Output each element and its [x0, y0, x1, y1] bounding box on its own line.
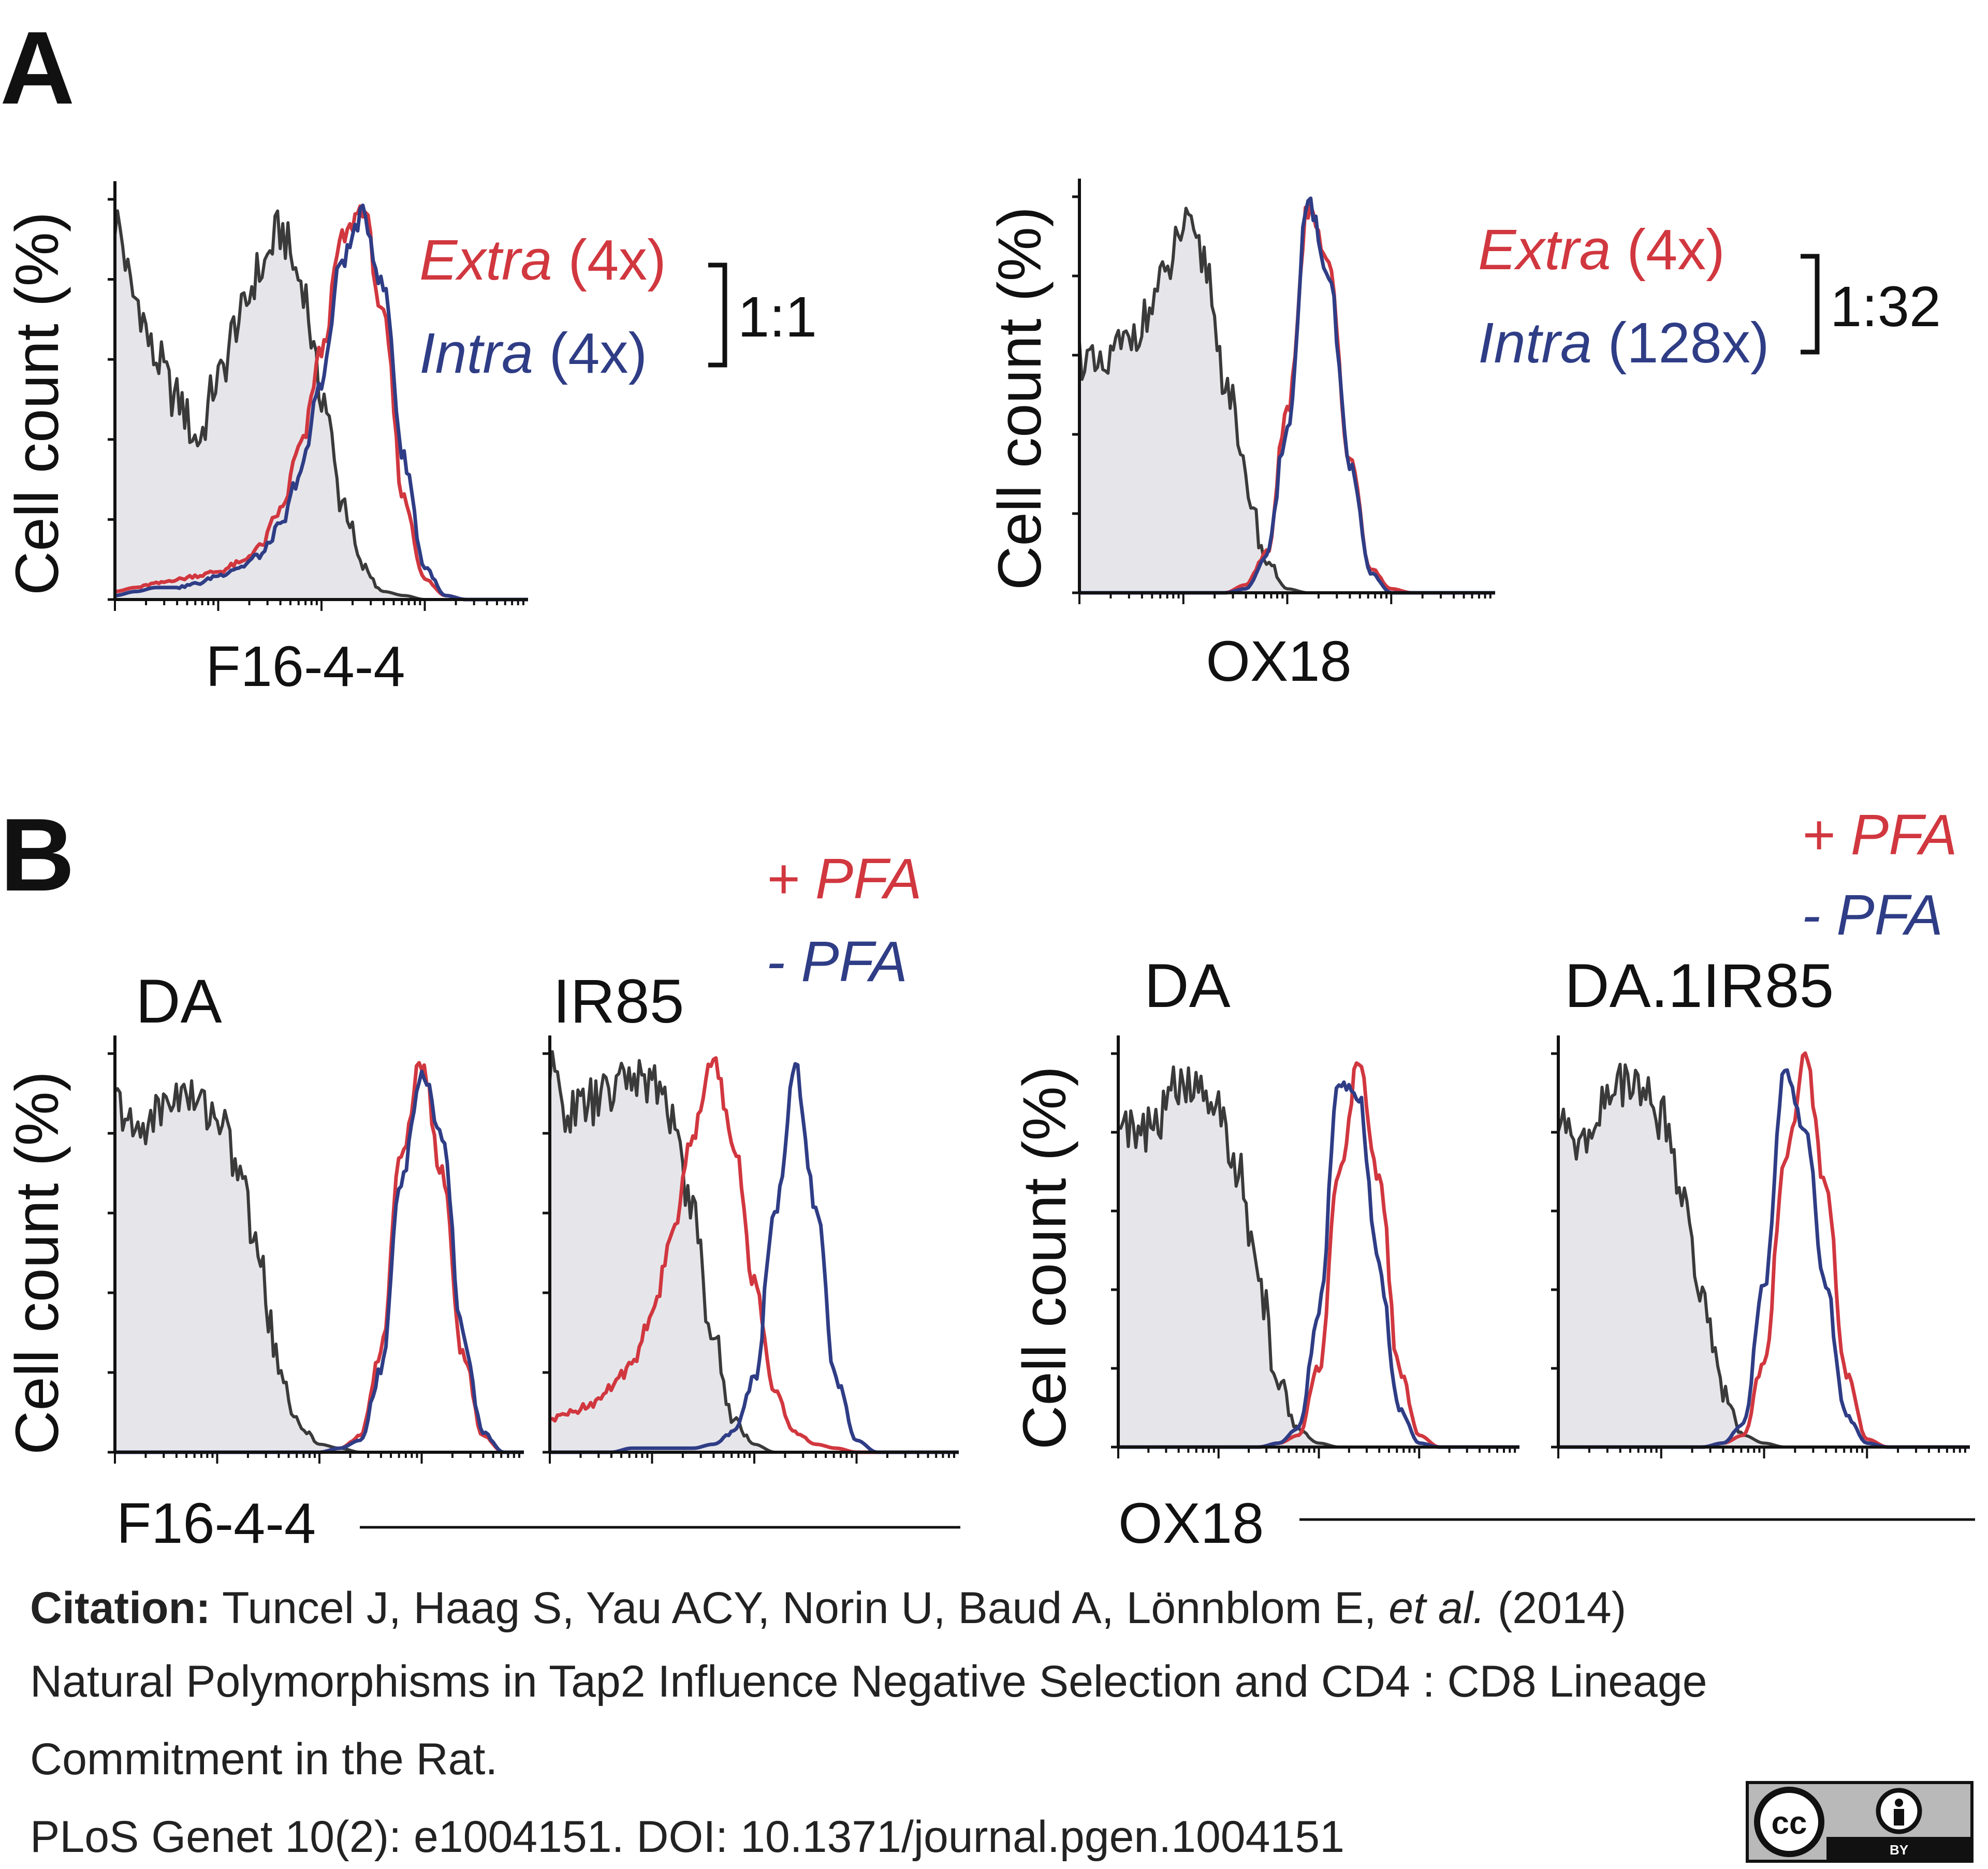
legend-a-left-extra-name: Extra — [419, 228, 552, 292]
ylabel-b-left: Cell count (%) — [3, 1071, 71, 1455]
citation-etal: et al. — [1388, 1583, 1485, 1633]
isotype-fill-2 — [115, 1080, 524, 1452]
citation-label: Citation: — [30, 1583, 211, 1633]
histogram-b-f16-ir85 — [543, 1035, 959, 1464]
xlabel-a-left: F16-4-4 — [206, 635, 405, 698]
legend-a-right: Extra (4x) Intra (128x) 1:32 — [1478, 218, 1941, 375]
histogram-b-f16-da — [108, 1035, 524, 1464]
ylabel-b-right: Cell count (%) — [1011, 1066, 1079, 1450]
legend-b-right-minus-pfa: - PFA — [1802, 883, 1943, 947]
legend-a-left-extra-dilution: (4x) — [568, 228, 666, 292]
isotype-fill-1 — [1079, 208, 1495, 593]
xlabel-b-left: F16-4-4 — [116, 1492, 316, 1555]
legend-a-right-extra: Extra (4x) — [1478, 218, 1725, 282]
legend-a-left-intra-name: Intra — [419, 322, 533, 385]
panel-letter-b: B — [0, 797, 75, 913]
citation-title-line-1: Natural Polymorphisms in Tap2 Influence … — [30, 1657, 1707, 1706]
histogram-a-ox18 — [1072, 179, 1495, 604]
legend-a-right-intra-dilution: (128x) — [1608, 311, 1770, 375]
isotype-fill-0 — [115, 211, 528, 600]
legend-a-right-intra: Intra (128x) — [1478, 311, 1769, 375]
histogram-a-f16-4-4 — [108, 181, 528, 611]
title-b-ox18-da1ir85: DA.1IR85 — [1565, 951, 1834, 1020]
ratio-a-right: 1:32 — [1830, 275, 1941, 339]
bracket-a-left — [708, 262, 727, 368]
title-b-ox18-da: DA — [1144, 951, 1231, 1020]
ylabel-a-left: Cell count (%) — [3, 212, 71, 595]
title-b-f16-ir85: IR85 — [553, 967, 684, 1036]
cc-text: cc — [1772, 1805, 1807, 1841]
legend-a-right-extra-dilution: (4x) — [1627, 218, 1724, 282]
citation-year: (2014) — [1497, 1583, 1627, 1633]
ylabel-a-right: Cell count (%) — [986, 207, 1054, 590]
xlabel-b-right: OX18 — [1118, 1492, 1264, 1555]
legend-b-left-plus-pfa: + PFA — [766, 847, 922, 911]
legend-b-right-plus-pfa: + PFA — [1802, 803, 1957, 867]
histogram-b-ox18-da — [1111, 1035, 1519, 1458]
cc-by-icon: cc BY — [1749, 1784, 1970, 1860]
bracket-a-right — [1801, 254, 1820, 355]
legend-a-left-intra-dilution: (4x) — [549, 322, 647, 385]
legend-a-right-extra-name: Extra — [1478, 218, 1611, 282]
cc-circle-icon — [1754, 1787, 1824, 1857]
title-b-f16-da: DA — [136, 967, 222, 1036]
citation-line-1: Citation: Tuncel J, Haag S, Yau ACY, Nor… — [30, 1586, 1842, 1630]
by-text: BY — [1890, 1842, 1908, 1858]
legend-a-left: Extra (4x) Intra (4x) 1:1 — [419, 228, 817, 385]
isotype-fill-4 — [1118, 1067, 1519, 1447]
legend-a-left-intra: Intra (4x) — [419, 322, 647, 385]
citation-journal: PLoS Genet 10(2): e1004151. DOI: 10.1371… — [30, 1812, 1344, 1862]
isotype-fill-5 — [1558, 1064, 1970, 1447]
isotype-fill-3 — [550, 1052, 959, 1452]
legend-a-right-intra-name: Intra — [1478, 311, 1592, 375]
histogram-b-ox18-da1ir85 — [1551, 1035, 1970, 1458]
ratio-a-left: 1:1 — [738, 285, 817, 349]
xlabel-a-right: OX18 — [1206, 630, 1351, 693]
citation-title-line-2: Commitment in the Rat. — [30, 1734, 498, 1784]
legend-b-left-minus-pfa: - PFA — [766, 930, 908, 994]
panel-letter-a: A — [0, 10, 75, 126]
citation-authors: Tuncel J, Haag S, Yau ACY, Norin U, Baud… — [222, 1583, 1377, 1633]
cc-by-license-badge: cc BY — [1746, 1781, 1974, 1863]
legend-a-left-extra: Extra (4x) — [419, 228, 666, 292]
